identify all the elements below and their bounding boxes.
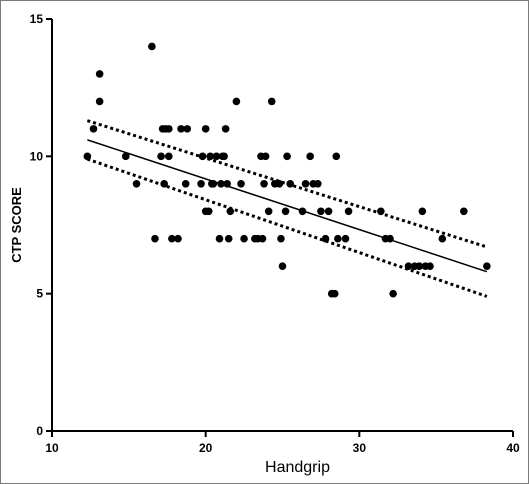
y-axis-title: CTP SCORE — [9, 187, 24, 263]
data-point — [209, 180, 218, 188]
data-point — [330, 289, 339, 298]
data-point — [275, 180, 284, 188]
data-point — [278, 262, 287, 271]
data-point — [215, 234, 224, 243]
data-point — [261, 152, 270, 161]
data-point — [389, 289, 397, 298]
y-tick-label: 5 — [36, 287, 43, 301]
data-point — [221, 125, 230, 133]
data-point — [264, 207, 273, 216]
data-point — [286, 180, 294, 188]
data-point — [95, 70, 104, 78]
data-point — [283, 152, 291, 161]
data-point — [377, 207, 385, 216]
data-point — [181, 180, 190, 188]
data-point — [314, 180, 322, 188]
data-point — [174, 234, 182, 243]
data-point — [317, 207, 325, 216]
ticks: 10 20 30 40 0 5 10 15 — [30, 12, 520, 455]
data-point — [386, 234, 394, 243]
x-tick-label: 30 — [353, 441, 367, 455]
data-point — [160, 180, 168, 188]
y-tick-label: 10 — [30, 149, 44, 163]
data-point — [438, 234, 447, 243]
data-point — [83, 152, 92, 161]
data-point — [168, 234, 176, 243]
data-point — [206, 152, 215, 161]
x-tick-label: 20 — [199, 441, 213, 455]
data-point — [426, 262, 434, 271]
y-tick-label: 0 — [36, 424, 43, 438]
data-point — [344, 207, 353, 216]
axes — [51, 19, 513, 432]
y-tick-label: 15 — [30, 12, 44, 26]
data-point — [224, 234, 233, 243]
x-tick-label: 10 — [45, 441, 59, 455]
data-point — [277, 234, 285, 243]
data-point — [298, 207, 307, 216]
data-point — [132, 180, 141, 188]
data-point — [201, 125, 210, 133]
fit-lines — [86, 119, 488, 298]
data-point — [198, 152, 207, 161]
data-point — [404, 262, 413, 271]
data-point — [204, 207, 213, 216]
regression-line — [87, 139, 488, 273]
data-point — [332, 152, 341, 161]
data-point — [217, 180, 225, 188]
data-point — [220, 152, 228, 161]
data-point — [183, 125, 192, 133]
data-point — [306, 152, 314, 161]
data-point — [226, 207, 235, 216]
data-point — [324, 207, 333, 216]
data-point — [212, 152, 221, 161]
data-point — [121, 152, 130, 161]
confidence-band-upper — [86, 119, 488, 249]
data-point — [240, 234, 248, 243]
data-point — [157, 152, 165, 161]
data-point — [260, 180, 268, 188]
data-point — [148, 42, 156, 51]
data-point — [418, 207, 427, 216]
data-point — [164, 152, 173, 161]
x-axis-title: Handgrip — [265, 459, 330, 476]
data-points — [83, 42, 491, 298]
data-point — [89, 125, 98, 133]
data-point — [237, 180, 245, 188]
data-point — [334, 234, 342, 243]
data-point — [258, 234, 267, 243]
data-point — [95, 97, 104, 106]
data-point — [301, 180, 310, 188]
data-point — [483, 262, 491, 271]
data-point — [415, 262, 424, 271]
data-point — [341, 234, 350, 243]
data-point — [177, 125, 185, 133]
data-point — [232, 97, 241, 106]
data-point — [267, 97, 276, 106]
data-point — [151, 234, 159, 243]
data-point — [321, 234, 330, 243]
data-point — [197, 180, 205, 188]
confidence-band-lower — [86, 157, 488, 298]
data-point — [281, 207, 290, 216]
data-point — [223, 180, 231, 188]
x-tick-label: 40 — [506, 441, 520, 455]
data-point — [164, 125, 173, 133]
data-point — [460, 207, 468, 216]
